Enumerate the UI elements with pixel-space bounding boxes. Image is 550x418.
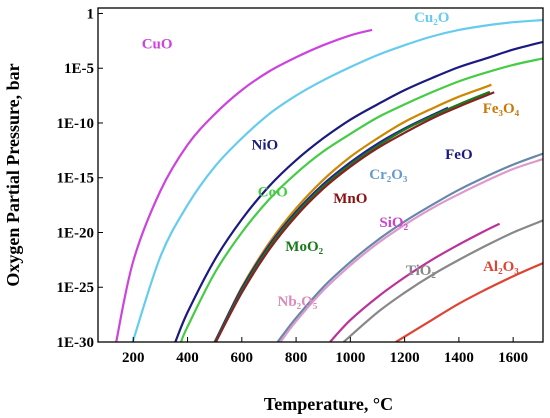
y-tick-label: 1E-10 (57, 116, 95, 132)
series-label-feo: FeO (445, 147, 473, 163)
x-tick-label: 600 (231, 350, 254, 366)
series-line-feo (214, 83, 492, 342)
series-line-feo (213, 106, 449, 342)
series-label-alo: Al₂O₃ (483, 259, 519, 275)
series-label-coo: CoO (258, 184, 288, 200)
y-tick-label: 1E-5 (64, 61, 94, 77)
series-label-moo: MoO₂ (285, 239, 323, 255)
x-tick-label: 1200 (390, 350, 420, 366)
series-line-cuo (115, 28, 373, 342)
x-tick-label: 1400 (444, 350, 474, 366)
x-tick-label: 1600 (498, 350, 528, 366)
y-tick-label: 1E-30 (57, 335, 95, 351)
x-tick-label: 800 (285, 350, 308, 366)
series-line-alo (395, 262, 543, 342)
series-label-sio: SiO₂ (379, 215, 408, 231)
series-line-moo (214, 91, 491, 342)
series-label-feo: Fe₃O₄ (483, 101, 520, 117)
series-label-cro: Cr₂O₃ (369, 167, 408, 183)
series-line-sio (329, 222, 501, 342)
y-axis-title: Oxygen Partial Pressure, bar (3, 63, 23, 286)
ticks-layer: 200 400 600 800 1000 1200 1400 1600 1 1E-5 1E-10 1E… (57, 6, 529, 366)
series-label-tio: TiO₂ (406, 263, 437, 279)
x-tick-label: 400 (176, 350, 199, 366)
series-line-tio (342, 219, 543, 342)
x-axis-title: Temperature, °C (264, 394, 393, 414)
series-line-cro (276, 152, 543, 342)
y-tick-label: 1E-15 (57, 171, 95, 187)
series-line-coo (179, 57, 543, 342)
x-tick-label: 200 (122, 350, 145, 366)
series-line-cuo (131, 18, 543, 342)
series-label-mno: MnO (333, 191, 367, 207)
y-tick-label: 1E-20 (57, 225, 95, 241)
series-layer (115, 18, 543, 342)
series-line-mno (214, 91, 495, 342)
y-tick-label: 1E-25 (57, 280, 95, 296)
series-line-nio (174, 40, 543, 342)
series-label-cuo: CuO (142, 37, 173, 53)
series-label-cuo: Cu₂O (414, 10, 449, 26)
plot-frame (97, 7, 544, 343)
series-label-nbo: Nb₂O₅ (278, 294, 318, 310)
x-tick-label: 1000 (335, 350, 365, 366)
y-tick-label: 1 (87, 6, 95, 22)
series-label-nio: NiO (252, 137, 279, 153)
series-line-nbo (279, 158, 543, 342)
